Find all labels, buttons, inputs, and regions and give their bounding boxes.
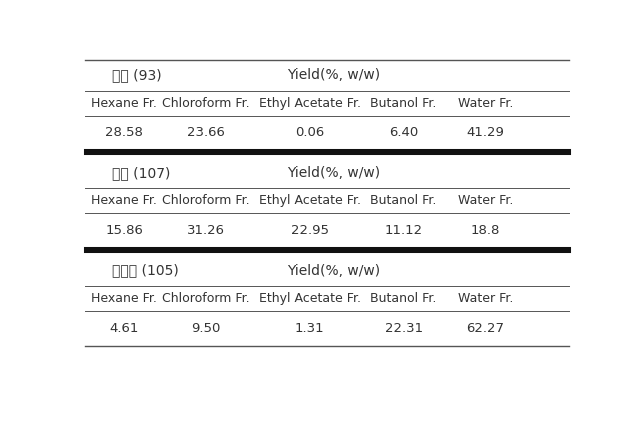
- Text: 레모 (107): 레모 (107): [112, 166, 170, 180]
- Text: Water Fr.: Water Fr.: [457, 194, 513, 207]
- Text: Chloroform Fr.: Chloroform Fr.: [162, 97, 249, 110]
- Text: 22.31: 22.31: [385, 322, 423, 335]
- Text: 31.26: 31.26: [187, 224, 225, 237]
- Text: 28.58: 28.58: [105, 126, 143, 139]
- Text: 41.29: 41.29: [466, 126, 504, 139]
- Text: Yield(%, w/w): Yield(%, w/w): [287, 68, 380, 82]
- Text: Water Fr.: Water Fr.: [457, 292, 513, 305]
- Text: Butanol Fr.: Butanol Fr.: [371, 194, 437, 207]
- Text: 15.86: 15.86: [105, 224, 143, 237]
- Text: 62.27: 62.27: [466, 322, 504, 335]
- Text: Yield(%, w/w): Yield(%, w/w): [287, 166, 380, 180]
- Text: Ethyl Acetate Fr.: Ethyl Acetate Fr.: [258, 292, 360, 305]
- Text: 기장 (93): 기장 (93): [112, 68, 161, 82]
- Text: Hexane Fr.: Hexane Fr.: [91, 292, 157, 305]
- Text: Ethyl Acetate Fr.: Ethyl Acetate Fr.: [258, 194, 360, 207]
- Text: 1.31: 1.31: [295, 322, 325, 335]
- Text: Hexane Fr.: Hexane Fr.: [91, 97, 157, 110]
- Text: Chloroform Fr.: Chloroform Fr.: [162, 292, 249, 305]
- Text: Butanol Fr.: Butanol Fr.: [371, 97, 437, 110]
- Text: 0.06: 0.06: [295, 126, 324, 139]
- Text: 4.61: 4.61: [110, 322, 139, 335]
- Text: Water Fr.: Water Fr.: [457, 97, 513, 110]
- Text: 토마토 (105): 토마토 (105): [112, 264, 179, 278]
- Text: 6.40: 6.40: [389, 126, 419, 139]
- Text: 11.12: 11.12: [385, 224, 423, 237]
- Text: 22.95: 22.95: [291, 224, 329, 237]
- Text: Chloroform Fr.: Chloroform Fr.: [162, 194, 249, 207]
- Text: Ethyl Acetate Fr.: Ethyl Acetate Fr.: [258, 97, 360, 110]
- Text: 9.50: 9.50: [191, 322, 221, 335]
- Text: 18.8: 18.8: [470, 224, 500, 237]
- Text: Hexane Fr.: Hexane Fr.: [91, 194, 157, 207]
- Text: 23.66: 23.66: [187, 126, 225, 139]
- Text: Butanol Fr.: Butanol Fr.: [371, 292, 437, 305]
- Text: Yield(%, w/w): Yield(%, w/w): [287, 264, 380, 278]
